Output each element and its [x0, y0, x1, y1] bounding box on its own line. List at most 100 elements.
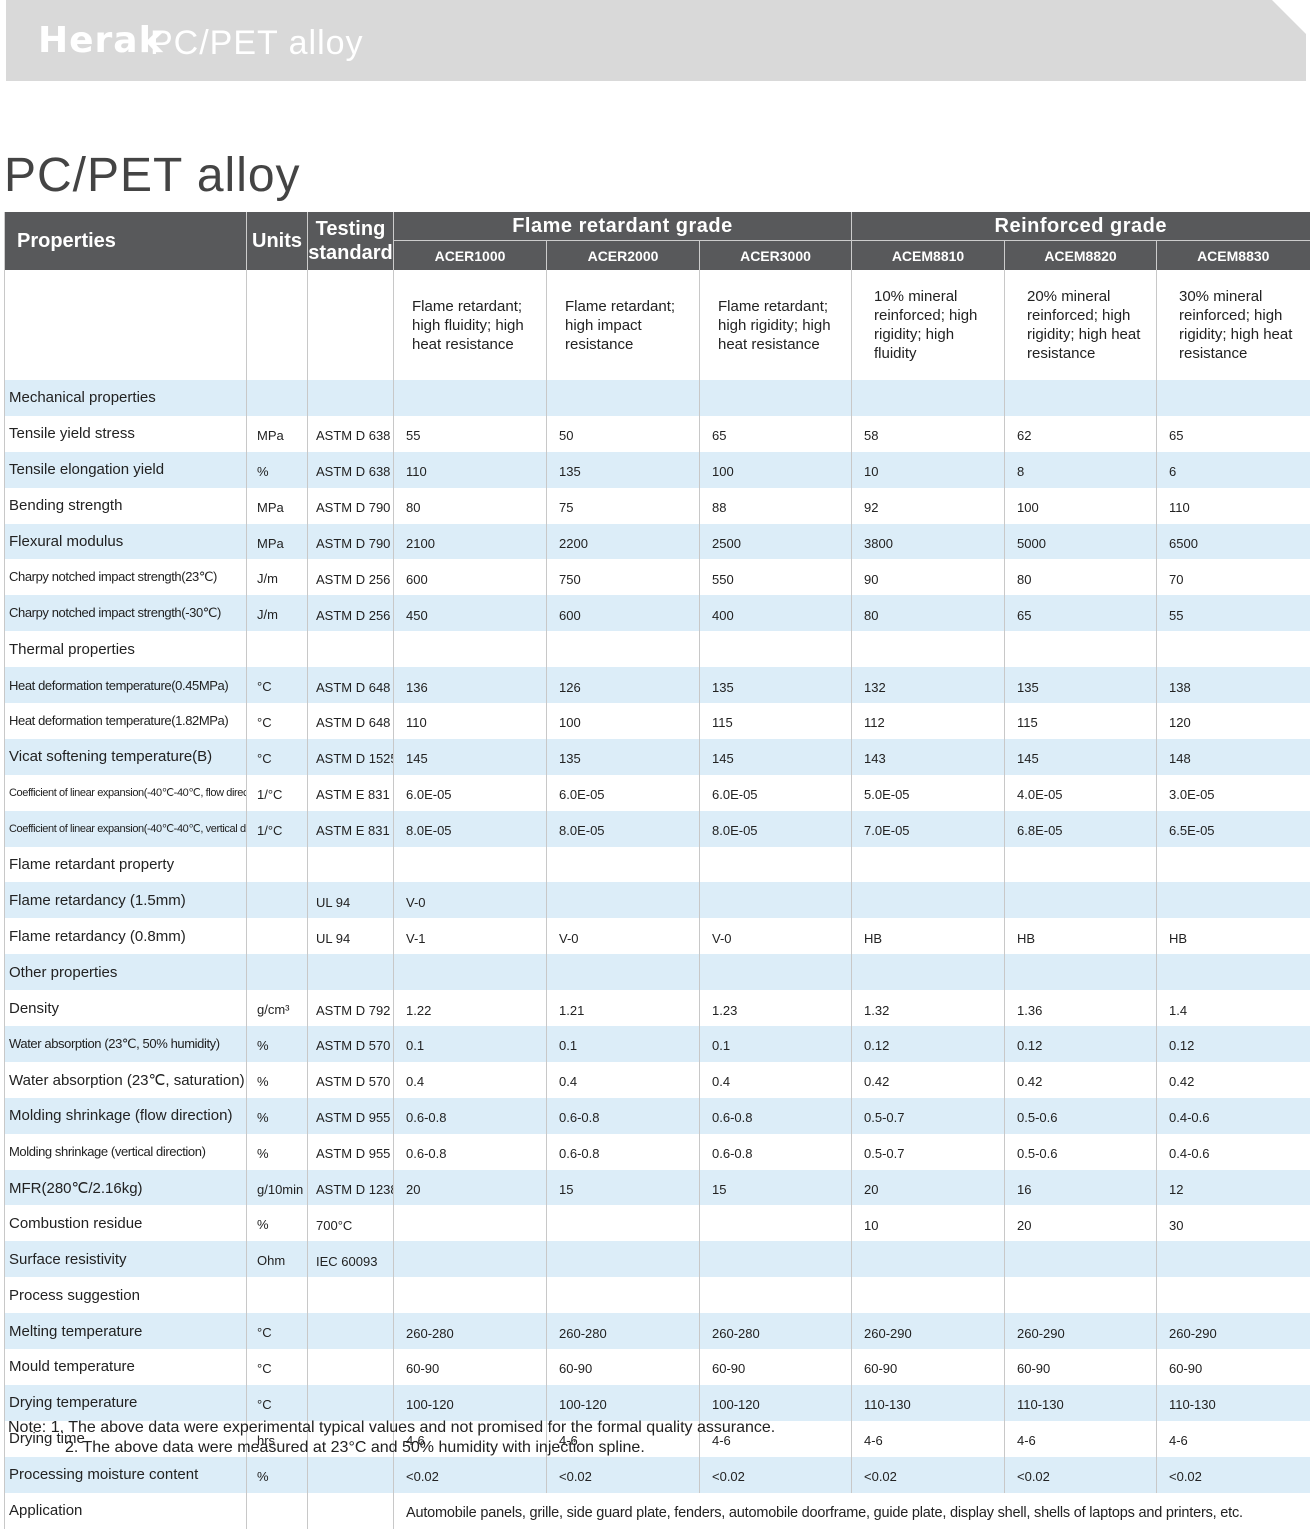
- property: Thermal properties: [4, 631, 247, 668]
- value: 145: [699, 738, 852, 775]
- value: 0.6-0.8: [393, 1133, 547, 1170]
- value: 100-120: [546, 1384, 700, 1421]
- value: [546, 380, 700, 416]
- standard: [307, 1492, 394, 1529]
- section-row: Other properties: [4, 954, 1310, 991]
- value: [546, 631, 700, 668]
- value: 6: [1155, 451, 1310, 488]
- value: 0.12: [851, 1026, 1005, 1062]
- value: 6.5E-05: [1155, 810, 1310, 847]
- value: 0.1: [699, 1026, 852, 1062]
- unit: 1/°C: [246, 810, 308, 847]
- value: 100: [546, 703, 700, 739]
- value: 60-90: [699, 1349, 852, 1385]
- banner-title: PC/PET alloy: [150, 24, 364, 62]
- property: Water absorption (23℃, 50% humidity): [4, 1026, 247, 1062]
- value: 4-6: [393, 1420, 547, 1457]
- standard: [307, 631, 394, 668]
- standard: ASTM D 1525: [307, 738, 394, 775]
- value: [851, 1277, 1005, 1314]
- standard: ASTM D 648: [307, 703, 394, 739]
- value: 3800: [851, 523, 1005, 560]
- standard: ASTM D 792: [307, 990, 394, 1027]
- value: 20: [851, 1169, 1005, 1206]
- value: 110: [1155, 487, 1310, 524]
- note-text: 1. The above data were experimental typi…: [50, 1419, 776, 1436]
- value: 0.6-0.8: [546, 1133, 700, 1170]
- value: [1155, 1277, 1310, 1314]
- data-row: Heat deformation temperature(0.45MPa) °C A…: [4, 667, 1310, 704]
- value: 2100: [393, 523, 547, 560]
- value: 92: [851, 487, 1005, 524]
- unit: %: [246, 1456, 308, 1493]
- value: 145: [393, 738, 547, 775]
- application-text: Automobile panels, grille, side guard pl…: [392, 1492, 1310, 1529]
- section-row: Mechanical properties: [4, 380, 1310, 416]
- standard: [307, 1349, 394, 1385]
- property: Bending strength: [4, 487, 247, 524]
- value: 8.0E-05: [546, 810, 700, 847]
- property: Process suggestion: [4, 1277, 247, 1314]
- standard: ASTM D 256: [307, 559, 394, 596]
- value: 132: [851, 667, 1005, 704]
- value: [1004, 380, 1157, 416]
- page: Herak PC/PET alloy PC/PET alloy Properti…: [4, 0, 1310, 1529]
- value: 4.0E-05: [1004, 774, 1157, 811]
- value: 65: [1004, 595, 1157, 632]
- unit: MPa: [246, 415, 308, 452]
- data-row: Surface resistivity Ohm IEC 60093: [4, 1241, 1310, 1278]
- standard: ASTM D 570: [307, 1026, 394, 1062]
- value: 0.12: [1155, 1026, 1310, 1062]
- value: 60-90: [851, 1349, 1005, 1385]
- value: 100: [699, 451, 852, 488]
- value: [393, 954, 547, 991]
- value: 0.5-0.7: [851, 1097, 1005, 1134]
- value: 15: [699, 1169, 852, 1206]
- property: Flame retardant property: [4, 846, 247, 883]
- value: [699, 882, 852, 919]
- data-row: Charpy notched impact strength(-30℃) J/m A…: [4, 595, 1310, 632]
- value: [393, 1277, 547, 1314]
- standard: [307, 380, 394, 416]
- value: 4-6: [1155, 1420, 1310, 1457]
- value: 62: [1004, 415, 1157, 452]
- value: [851, 846, 1005, 883]
- value: 135: [699, 667, 852, 704]
- description: Flame retardant; high rigidity; high hea…: [699, 270, 852, 380]
- value: 110-130: [851, 1384, 1005, 1421]
- value: [851, 380, 1005, 416]
- unit: [246, 846, 308, 883]
- value: 12: [1155, 1169, 1310, 1206]
- value: 55: [1155, 595, 1310, 632]
- unit: [246, 954, 308, 991]
- value: 1.21: [546, 990, 700, 1027]
- grade-header: ACEM8820: [1004, 240, 1157, 270]
- empty-cell: [307, 270, 394, 380]
- data-row: Flexural modulus MPa ASTM D 790 2100 2200 250…: [4, 523, 1310, 560]
- value: [546, 1241, 700, 1278]
- value: 65: [699, 415, 852, 452]
- value: [1155, 882, 1310, 919]
- property: Surface resistivity: [4, 1241, 247, 1278]
- data-row: Drying temperature °C 100-120 100-120 100-12…: [4, 1384, 1310, 1421]
- property: Flame retardancy (0.8mm): [4, 918, 247, 955]
- standard: ASTM E 831: [307, 774, 394, 811]
- value: 260-280: [546, 1313, 700, 1350]
- value: V-0: [393, 882, 547, 919]
- value: 0.4: [699, 1061, 852, 1098]
- value: [851, 882, 1005, 919]
- value: 0.6-0.8: [699, 1097, 852, 1134]
- standard: IEC 60093: [307, 1241, 394, 1278]
- unit: °C: [246, 1313, 308, 1350]
- property: Melting temperature: [4, 1313, 247, 1350]
- value: 88: [699, 487, 852, 524]
- value: [1155, 631, 1310, 668]
- value: 0.4: [393, 1061, 547, 1098]
- value: 0.1: [546, 1026, 700, 1062]
- value: 16: [1004, 1169, 1157, 1206]
- value: 0.42: [851, 1061, 1005, 1098]
- property: Coefficient of linear expansion(-40℃-40℃…: [4, 810, 247, 847]
- property: Coefficient of linear expansion(-40℃-40℃…: [4, 774, 247, 811]
- unit: [246, 1492, 308, 1529]
- property: Mechanical properties: [4, 380, 247, 416]
